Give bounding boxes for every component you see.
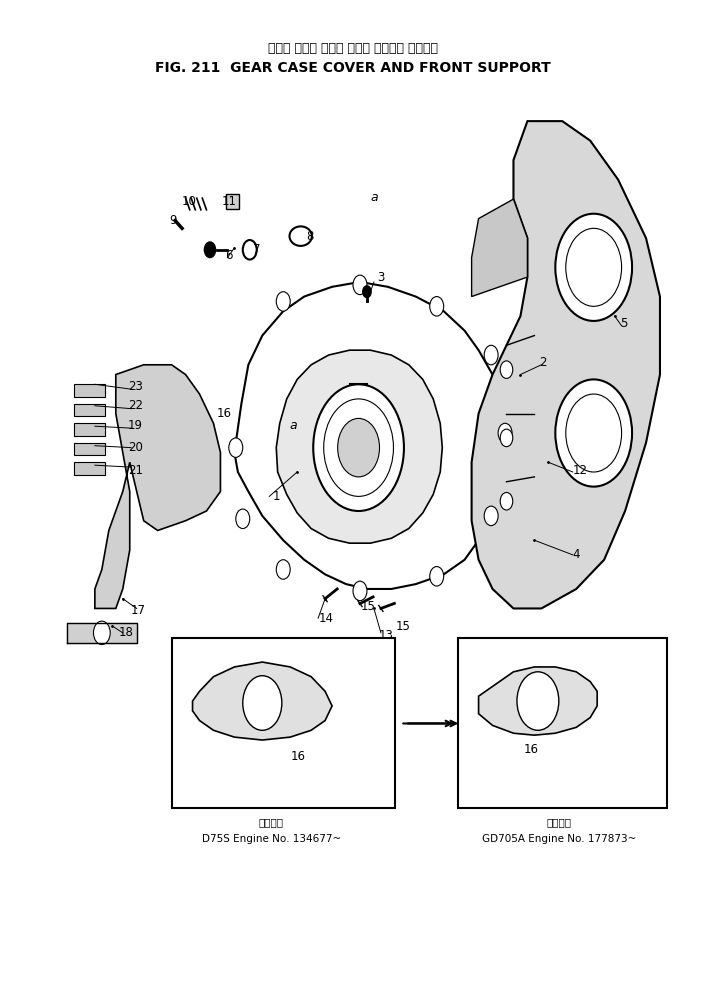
- Polygon shape: [276, 350, 442, 544]
- Text: 3: 3: [377, 270, 385, 283]
- Text: 1: 1: [273, 490, 280, 503]
- Bar: [172, 638, 395, 808]
- Text: 14: 14: [319, 611, 334, 625]
- Circle shape: [353, 581, 367, 601]
- Bar: [457, 638, 667, 808]
- Text: 19: 19: [128, 419, 143, 432]
- Text: a: a: [290, 419, 297, 432]
- Bar: [74, 462, 105, 475]
- Circle shape: [313, 384, 404, 511]
- Text: 20: 20: [128, 441, 143, 454]
- Text: 17: 17: [131, 604, 145, 617]
- Text: D75S Engine No. 134677~: D75S Engine No. 134677~: [202, 835, 341, 844]
- Bar: [74, 384, 105, 397]
- Circle shape: [276, 559, 290, 579]
- Text: 9: 9: [169, 214, 176, 227]
- Circle shape: [276, 292, 290, 312]
- Circle shape: [229, 437, 243, 457]
- Text: 23: 23: [128, 379, 143, 393]
- Text: 16: 16: [217, 407, 232, 420]
- Text: 15: 15: [361, 600, 376, 613]
- Text: 6: 6: [225, 249, 232, 262]
- Circle shape: [501, 361, 513, 378]
- Polygon shape: [67, 623, 137, 643]
- Text: a: a: [370, 191, 378, 203]
- Bar: [74, 442, 105, 455]
- Bar: [74, 424, 105, 435]
- Circle shape: [337, 419, 380, 477]
- Text: 16: 16: [291, 750, 306, 763]
- Text: 4: 4: [573, 549, 580, 561]
- Polygon shape: [479, 666, 597, 735]
- Circle shape: [484, 506, 498, 526]
- Circle shape: [93, 621, 110, 645]
- Circle shape: [556, 379, 632, 487]
- Text: 2: 2: [539, 357, 546, 370]
- Circle shape: [501, 492, 513, 510]
- Polygon shape: [472, 200, 527, 297]
- Text: 7: 7: [253, 243, 261, 257]
- Text: 5: 5: [620, 318, 628, 330]
- Circle shape: [501, 430, 513, 446]
- Polygon shape: [472, 121, 660, 608]
- Text: 適用号機: 適用号機: [546, 817, 571, 827]
- Polygon shape: [193, 663, 332, 740]
- Text: 8: 8: [306, 230, 313, 243]
- Bar: [74, 404, 105, 417]
- Text: 10: 10: [181, 195, 196, 207]
- Text: ギヤー ケース カバー および フロント サポート: ギヤー ケース カバー および フロント サポート: [268, 41, 438, 54]
- Text: 12: 12: [573, 464, 587, 477]
- Circle shape: [484, 345, 498, 365]
- Circle shape: [430, 566, 443, 586]
- Text: 13: 13: [379, 629, 394, 642]
- Circle shape: [243, 675, 282, 730]
- Text: 15: 15: [396, 619, 411, 632]
- Text: GD705A Engine No. 177873~: GD705A Engine No. 177873~: [481, 835, 636, 844]
- Circle shape: [556, 213, 632, 320]
- Text: FIG. 211  GEAR CASE COVER AND FRONT SUPPORT: FIG. 211 GEAR CASE COVER AND FRONT SUPPO…: [155, 61, 551, 75]
- Circle shape: [236, 509, 250, 529]
- Circle shape: [430, 297, 443, 317]
- Circle shape: [205, 242, 215, 258]
- Text: 16: 16: [523, 743, 539, 756]
- Text: 18: 18: [119, 626, 133, 639]
- Text: 11: 11: [221, 195, 237, 207]
- Circle shape: [517, 671, 559, 730]
- Polygon shape: [95, 365, 220, 608]
- Text: 22: 22: [128, 399, 143, 412]
- Circle shape: [353, 275, 367, 295]
- Text: 適用号機: 適用号機: [259, 817, 284, 827]
- Bar: [226, 195, 239, 208]
- Circle shape: [363, 286, 371, 298]
- Text: 21: 21: [128, 464, 143, 477]
- Circle shape: [498, 424, 512, 442]
